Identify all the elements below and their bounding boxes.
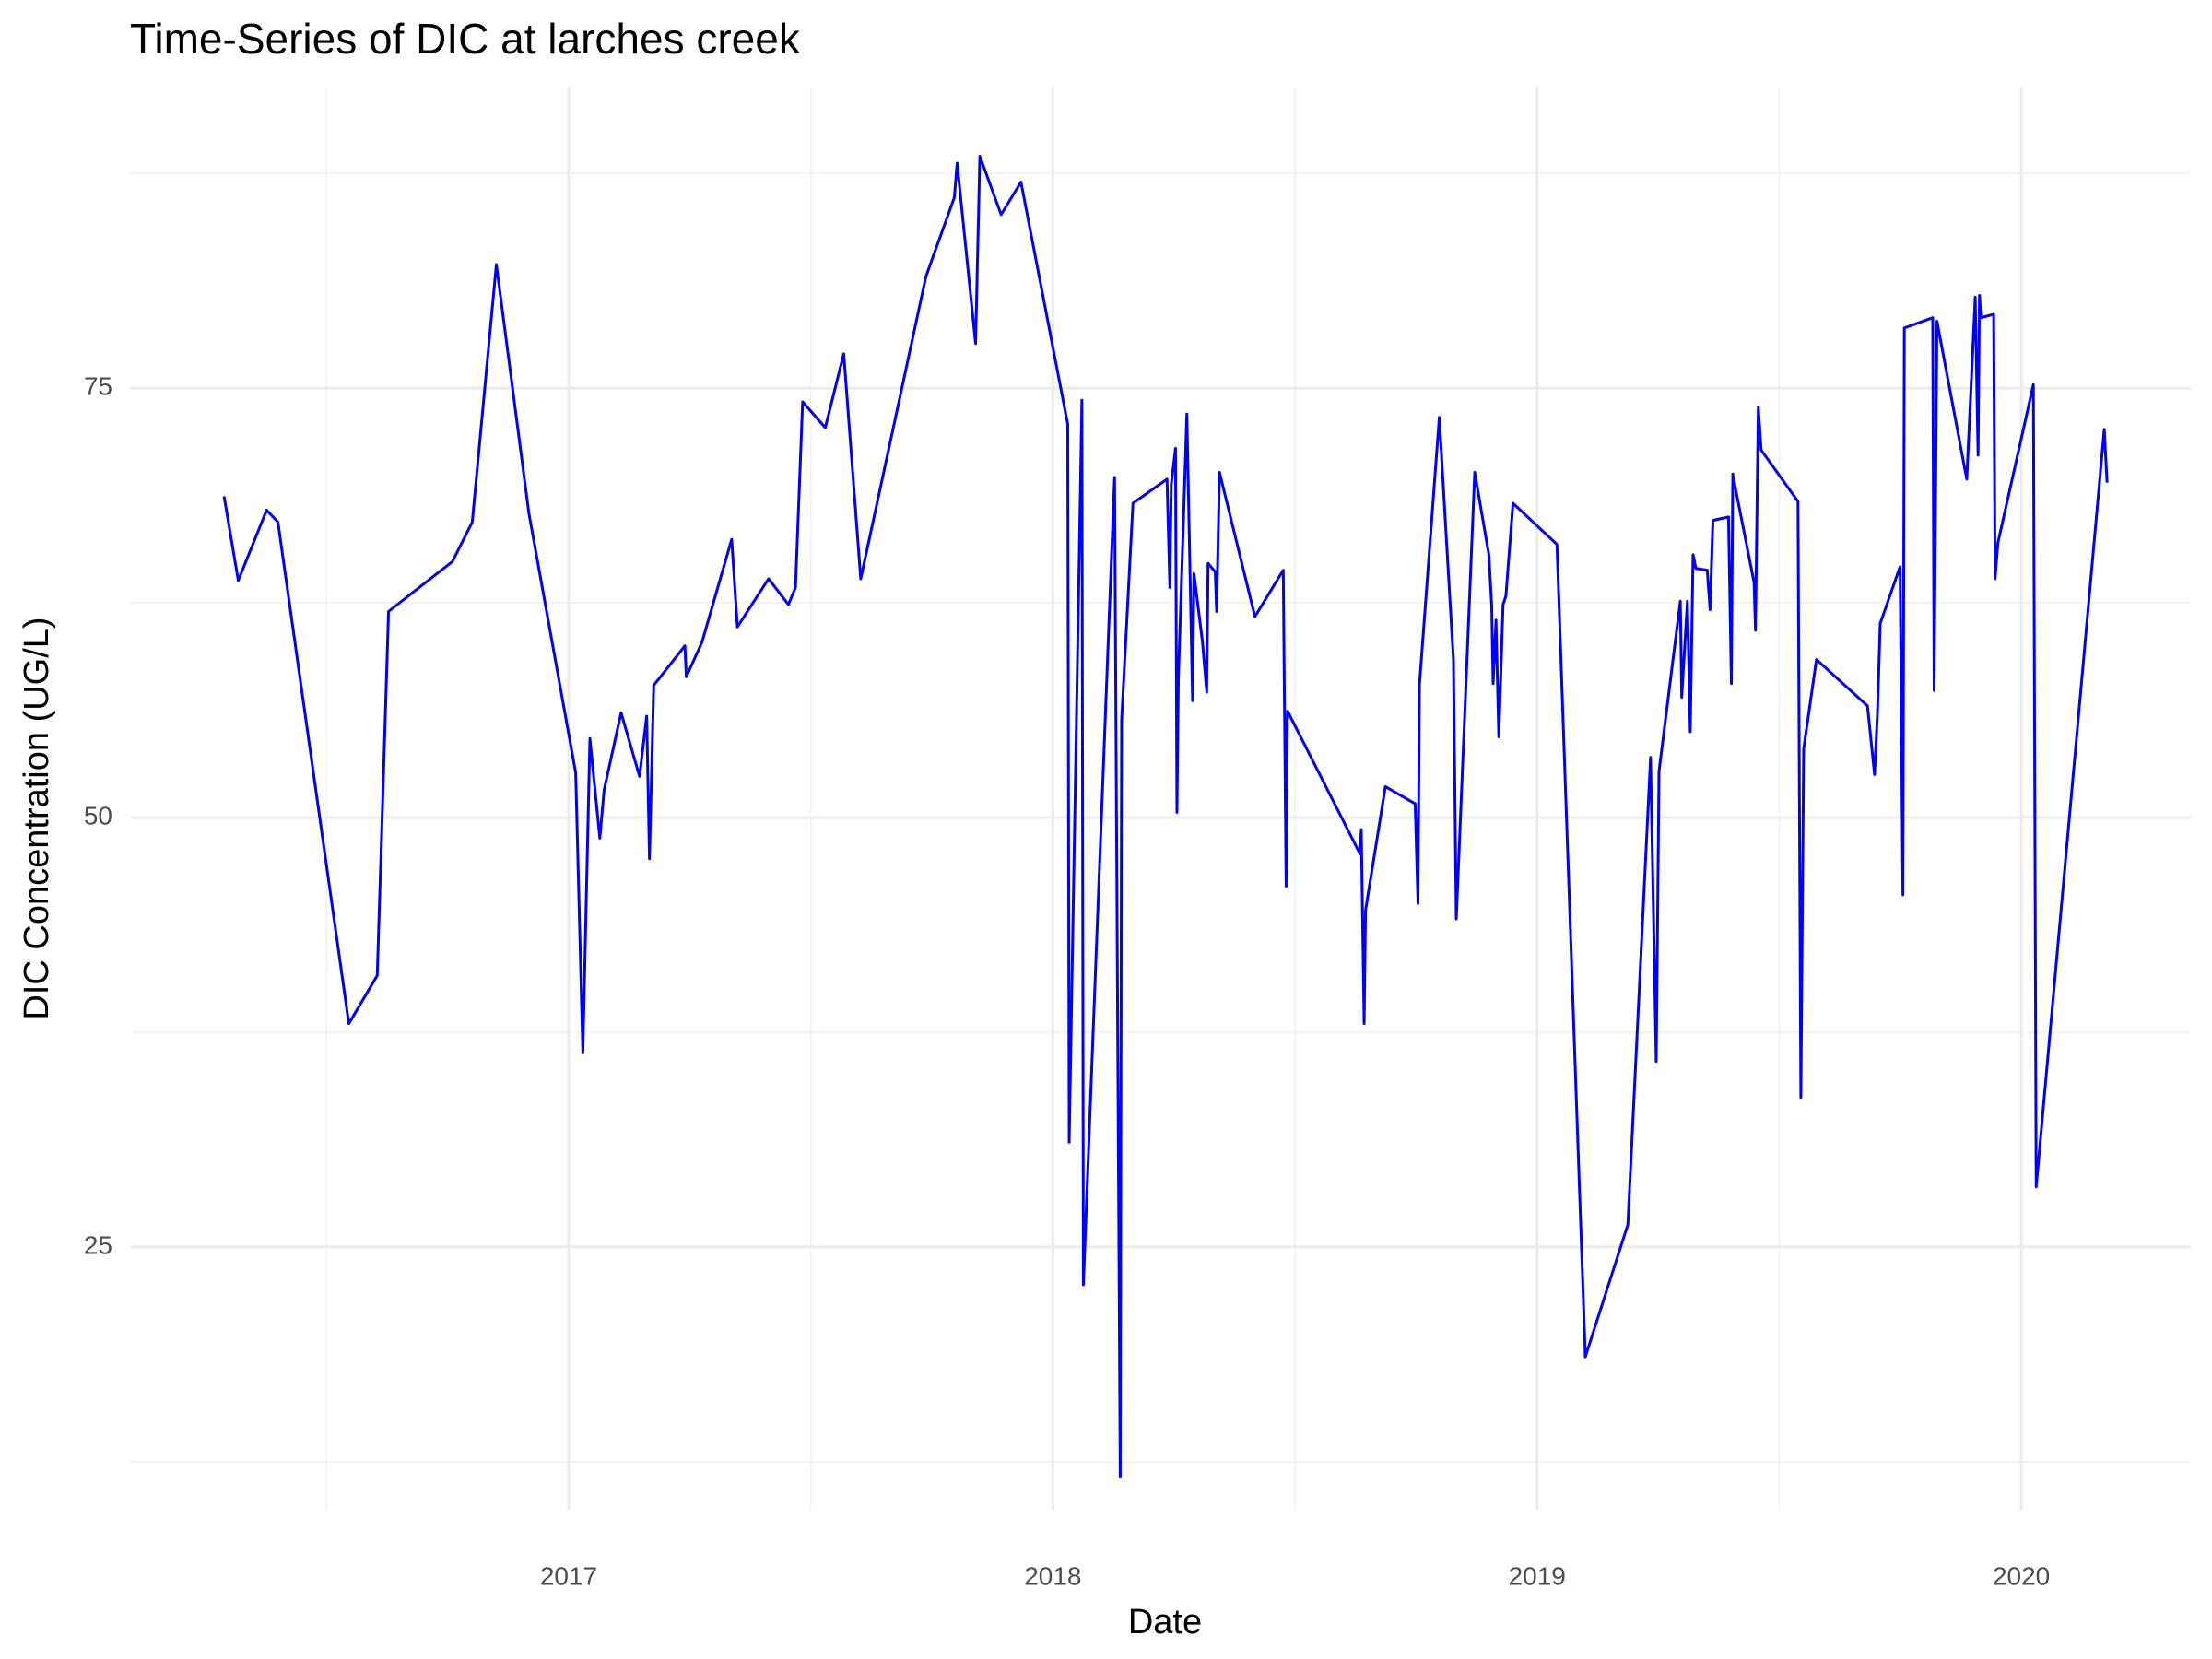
x-tick-label: 2017 — [540, 1561, 597, 1590]
plot-area — [222, 155, 2109, 1479]
y-tick-label: 25 — [84, 1230, 112, 1259]
x-tick-label: 2020 — [1993, 1561, 2050, 1590]
y-tick-label: 75 — [84, 372, 112, 401]
x-tick-label: 2018 — [1024, 1561, 1081, 1590]
x-axis-label: Date — [1128, 1603, 1202, 1641]
grid — [130, 88, 2191, 1510]
y-axis-label: DIC Concentration (UG/L) — [18, 617, 56, 1019]
data-line — [222, 155, 2109, 1479]
chart-title: Time-Series of DIC at larches creek — [130, 15, 801, 63]
y-tick-label: 50 — [84, 801, 112, 830]
x-tick-label: 2019 — [1509, 1561, 1566, 1590]
